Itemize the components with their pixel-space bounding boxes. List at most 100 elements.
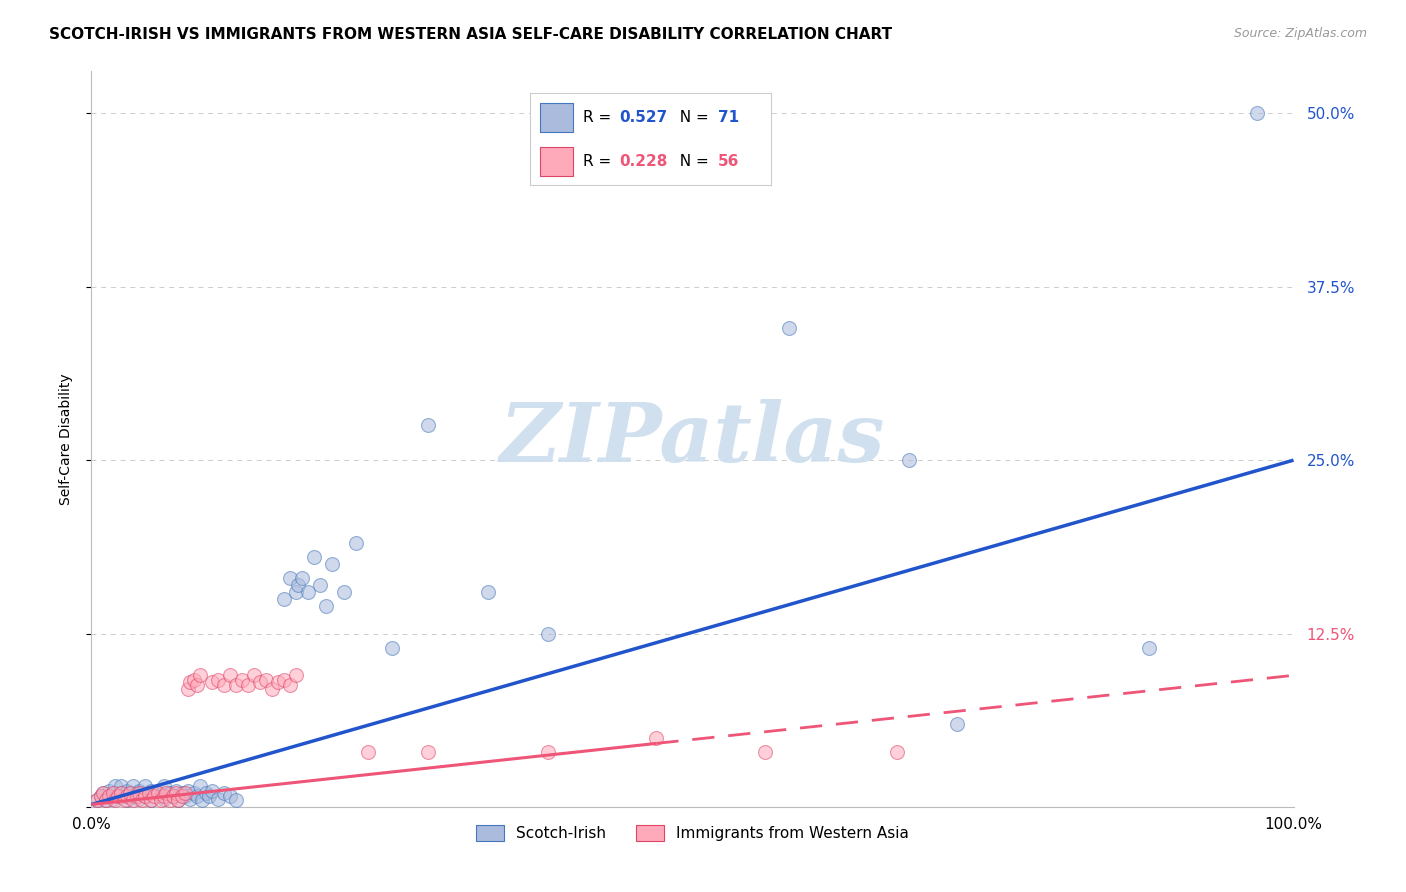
Point	[101, 792, 124, 806]
Point	[128, 786, 150, 800]
Point	[416, 418, 439, 433]
Point	[110, 780, 132, 794]
Point	[152, 792, 174, 806]
Point	[225, 678, 247, 692]
Point	[117, 793, 139, 807]
Point	[198, 789, 221, 804]
Point	[131, 786, 153, 800]
Point	[155, 786, 177, 800]
Point	[110, 786, 132, 800]
Point	[886, 745, 908, 759]
Point	[152, 780, 174, 794]
Point	[134, 780, 156, 794]
Point	[94, 793, 117, 807]
Point	[344, 536, 367, 550]
Y-axis label: Self-Care Disability: Self-Care Disability	[59, 374, 73, 505]
Point	[165, 786, 187, 800]
Point	[207, 792, 229, 806]
Point	[273, 673, 295, 687]
Point	[186, 678, 208, 692]
Point	[118, 786, 141, 800]
Point	[186, 789, 208, 804]
Point	[128, 792, 150, 806]
Point	[179, 675, 201, 690]
Point	[236, 678, 259, 692]
Point	[90, 789, 112, 804]
Point	[167, 793, 190, 807]
Point	[183, 673, 205, 687]
Point	[207, 673, 229, 687]
Point	[150, 789, 173, 804]
Point	[93, 786, 115, 800]
Point	[176, 682, 198, 697]
Point	[117, 783, 139, 797]
Point	[1246, 106, 1268, 120]
Point	[273, 592, 295, 607]
Point	[138, 786, 160, 800]
Point	[477, 585, 499, 599]
Point	[357, 745, 380, 759]
Point	[284, 585, 307, 599]
Point	[138, 786, 160, 800]
Point	[284, 668, 307, 682]
Point	[333, 585, 356, 599]
Point	[107, 789, 129, 804]
Point	[117, 789, 139, 804]
Point	[188, 668, 211, 682]
Point	[122, 789, 145, 804]
Point	[162, 789, 184, 804]
Point	[131, 793, 153, 807]
Point	[231, 673, 253, 687]
Point	[754, 745, 776, 759]
Point	[114, 789, 136, 804]
Point	[174, 789, 197, 804]
Point	[146, 786, 169, 800]
Point	[308, 578, 330, 592]
Point	[946, 717, 969, 731]
Point	[778, 321, 800, 335]
Point	[98, 783, 121, 797]
Point	[165, 783, 187, 797]
Point	[170, 786, 193, 800]
Point	[302, 550, 325, 565]
Point	[128, 783, 150, 797]
Point	[416, 745, 439, 759]
Point	[114, 793, 136, 807]
Point	[242, 668, 264, 682]
Point	[94, 793, 117, 807]
Point	[321, 558, 343, 572]
Point	[188, 780, 211, 794]
Legend: Scotch-Irish, Immigrants from Western Asia: Scotch-Irish, Immigrants from Western As…	[470, 819, 915, 847]
Point	[141, 793, 163, 807]
Point	[101, 786, 124, 800]
Text: Source: ZipAtlas.com: Source: ZipAtlas.com	[1233, 27, 1367, 40]
Point	[134, 789, 156, 804]
Point	[1137, 640, 1160, 655]
Point	[287, 578, 309, 592]
Point	[110, 786, 132, 800]
Point	[150, 793, 173, 807]
Point	[107, 789, 129, 804]
Point	[159, 793, 181, 807]
Point	[201, 675, 224, 690]
Point	[645, 731, 668, 745]
Point	[537, 745, 560, 759]
Point	[142, 789, 165, 804]
Point	[104, 780, 127, 794]
Point	[122, 780, 145, 794]
Point	[93, 786, 115, 800]
Point	[278, 571, 301, 585]
Point	[152, 789, 174, 804]
Point	[212, 786, 235, 800]
Point	[183, 786, 205, 800]
Point	[122, 793, 145, 807]
Point	[381, 640, 404, 655]
Point	[249, 675, 271, 690]
Point	[125, 786, 148, 800]
Point	[90, 789, 112, 804]
Text: SCOTCH-IRISH VS IMMIGRANTS FROM WESTERN ASIA SELF-CARE DISABILITY CORRELATION CH: SCOTCH-IRISH VS IMMIGRANTS FROM WESTERN …	[49, 27, 893, 42]
Point	[225, 793, 247, 807]
Point	[218, 668, 240, 682]
Point	[86, 793, 108, 807]
Point	[218, 789, 240, 804]
